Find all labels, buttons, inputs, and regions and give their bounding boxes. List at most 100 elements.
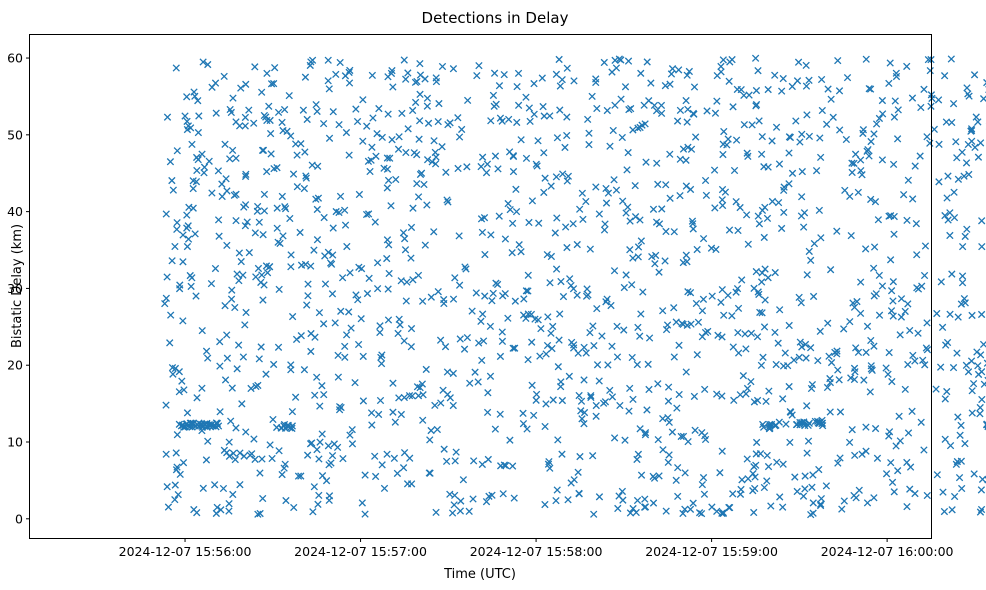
detection-point xyxy=(524,355,532,364)
detection-point xyxy=(288,407,297,416)
detection-point xyxy=(890,230,898,238)
detection-point xyxy=(870,130,878,138)
detection-point xyxy=(654,180,662,188)
detection-point xyxy=(313,236,322,244)
detection-point xyxy=(469,495,477,503)
detection-point xyxy=(362,210,371,219)
detection-point xyxy=(320,390,328,399)
detection-point xyxy=(867,137,875,146)
detection-point xyxy=(878,282,887,290)
detection-point xyxy=(701,176,710,185)
detection-point xyxy=(941,395,949,403)
detection-point xyxy=(785,321,793,330)
detection-point xyxy=(352,291,360,299)
detection-point xyxy=(444,120,452,129)
detection-point xyxy=(787,408,795,417)
detection-point xyxy=(875,114,884,123)
detection-point xyxy=(664,397,673,405)
detection-point xyxy=(394,145,403,153)
detection-point xyxy=(547,182,555,190)
detection-point xyxy=(779,460,787,468)
detection-point xyxy=(577,397,586,405)
detection-point xyxy=(918,282,926,290)
detection-point xyxy=(337,307,345,315)
detection-point xyxy=(384,285,392,293)
detection-point xyxy=(698,480,706,489)
detection-point xyxy=(693,245,701,254)
detection-point xyxy=(258,455,266,463)
detection-point xyxy=(911,357,919,365)
detection-point xyxy=(465,507,473,515)
detection-point xyxy=(338,274,347,282)
detection-point xyxy=(937,278,945,286)
detection-point xyxy=(513,118,521,127)
detection-point xyxy=(193,394,201,402)
detection-point xyxy=(399,229,408,237)
detection-point xyxy=(755,220,764,228)
detection-point xyxy=(592,412,600,420)
detection-point xyxy=(275,285,283,294)
detection-point xyxy=(486,322,495,331)
detection-point xyxy=(423,201,431,209)
detection-point xyxy=(259,230,267,239)
detection-point xyxy=(674,492,682,501)
detection-point xyxy=(389,408,397,416)
detection-point xyxy=(974,370,983,379)
detection-point xyxy=(783,361,792,370)
detection-point xyxy=(858,450,866,458)
detection-point xyxy=(238,400,246,408)
detection-point xyxy=(245,106,253,114)
detection-point xyxy=(972,113,980,121)
detection-point xyxy=(183,224,191,232)
detection-point xyxy=(456,507,465,515)
detection-point xyxy=(978,217,986,225)
detection-point xyxy=(168,257,176,265)
detection-point xyxy=(808,483,816,491)
detection-point xyxy=(958,484,966,493)
detection-point xyxy=(732,136,741,144)
detection-point xyxy=(613,353,622,361)
detection-point xyxy=(629,395,637,404)
detection-point xyxy=(563,131,571,140)
detection-point xyxy=(798,343,806,351)
detection-point xyxy=(387,202,395,210)
detection-point xyxy=(273,164,281,172)
detection-point xyxy=(752,86,761,95)
detection-point xyxy=(198,150,206,158)
detection-point xyxy=(598,332,606,340)
detection-point xyxy=(376,322,384,330)
detection-point xyxy=(451,457,459,465)
detection-point xyxy=(676,106,685,115)
detection-point xyxy=(851,150,860,158)
detection-point xyxy=(258,88,266,96)
detection-point xyxy=(285,91,293,100)
detection-point xyxy=(524,287,532,295)
detection-point xyxy=(953,457,962,466)
detection-point xyxy=(874,216,883,224)
detection-point xyxy=(307,58,315,66)
detection-point xyxy=(890,212,898,221)
detection-point xyxy=(904,429,913,437)
detection-point xyxy=(204,60,212,69)
detection-point xyxy=(484,455,492,464)
detection-point xyxy=(329,224,337,232)
detection-point xyxy=(281,460,289,468)
detection-point xyxy=(906,485,914,493)
detection-point xyxy=(634,124,642,132)
detection-point xyxy=(376,396,385,405)
detection-point xyxy=(847,231,855,240)
detection-point xyxy=(164,503,173,511)
detection-point xyxy=(573,291,581,299)
detection-point xyxy=(592,401,600,410)
detection-point xyxy=(363,122,371,130)
detection-point xyxy=(590,341,598,350)
detection-point xyxy=(468,307,476,315)
detection-point xyxy=(718,196,726,204)
x-tick-label: 2024-12-07 15:56:00 xyxy=(119,544,252,559)
detection-point xyxy=(508,219,517,228)
detection-point xyxy=(391,418,399,426)
detection-point xyxy=(827,95,835,103)
detection-point xyxy=(901,385,909,394)
detection-point xyxy=(693,351,701,359)
detection-point xyxy=(278,192,286,201)
